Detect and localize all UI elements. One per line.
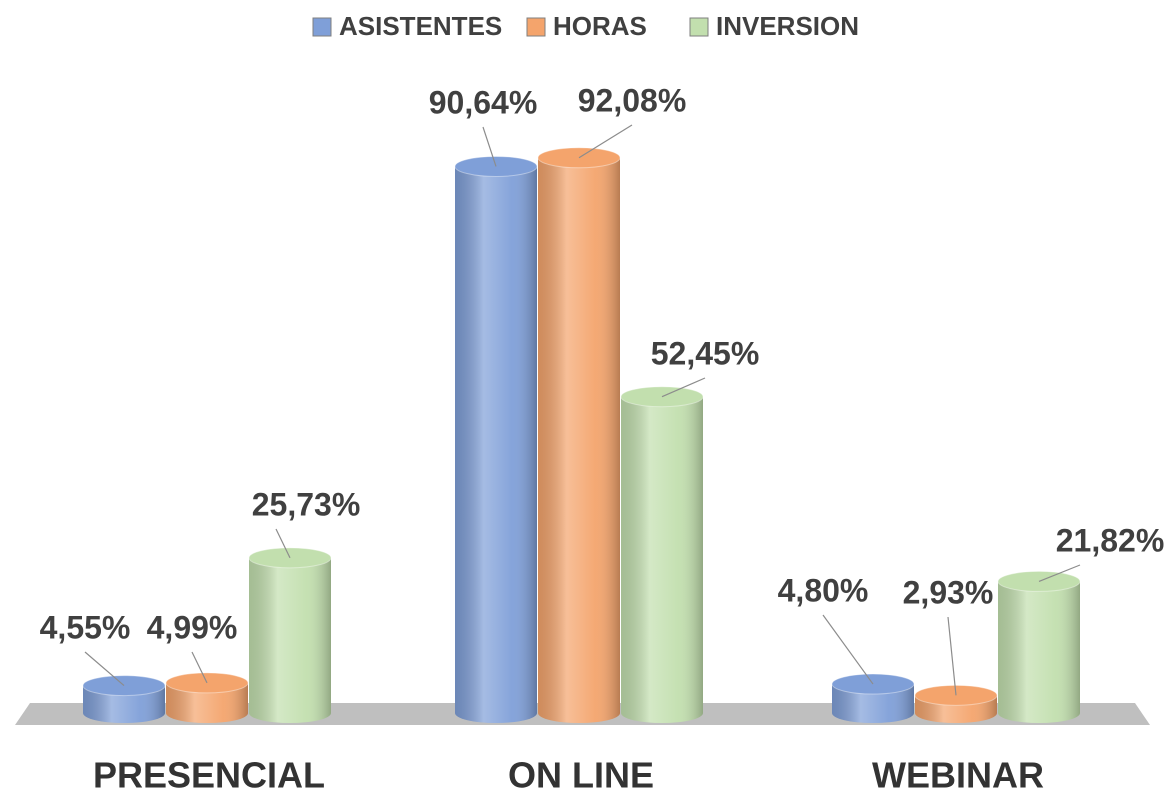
- data-label: 52,45%: [651, 335, 760, 371]
- leader-line: [275, 528, 291, 559]
- legend-swatch: [689, 17, 709, 37]
- leader-line: [947, 616, 957, 696]
- bar-shade: [998, 581, 1080, 713]
- legend-swatch: [312, 17, 332, 37]
- legend-swatch: [526, 17, 546, 37]
- leader-line: [84, 651, 125, 687]
- leader-line: [191, 651, 208, 684]
- x-tick-label: WEBINAR: [872, 755, 1044, 795]
- data-label: 92,08%: [578, 82, 687, 118]
- data-label: 90,64%: [429, 84, 538, 120]
- data-label: 21,82%: [1056, 522, 1165, 558]
- leader-line: [1038, 564, 1081, 582]
- bar-shade: [621, 396, 703, 713]
- data-label: 2,93%: [903, 574, 994, 610]
- x-tick-label: ON LINE: [508, 755, 654, 795]
- leader-line: [661, 377, 706, 398]
- legend-label: HORAS: [553, 11, 647, 41]
- data-label: 4,80%: [778, 572, 869, 608]
- data-label: 4,99%: [147, 609, 238, 645]
- leader-line: [482, 126, 497, 167]
- bar-shade: [538, 157, 620, 714]
- x-tick-label: PRESENCIAL: [93, 755, 325, 795]
- bar-shade: [249, 557, 331, 713]
- data-label: 25,73%: [252, 486, 361, 522]
- leader-line: [578, 124, 633, 159]
- legend-label: ASISTENTES: [339, 11, 502, 41]
- bar-shade: [455, 166, 537, 713]
- legend-label: INVERSION: [716, 11, 859, 41]
- leader-line: [822, 614, 874, 685]
- data-label: 4,55%: [40, 609, 131, 645]
